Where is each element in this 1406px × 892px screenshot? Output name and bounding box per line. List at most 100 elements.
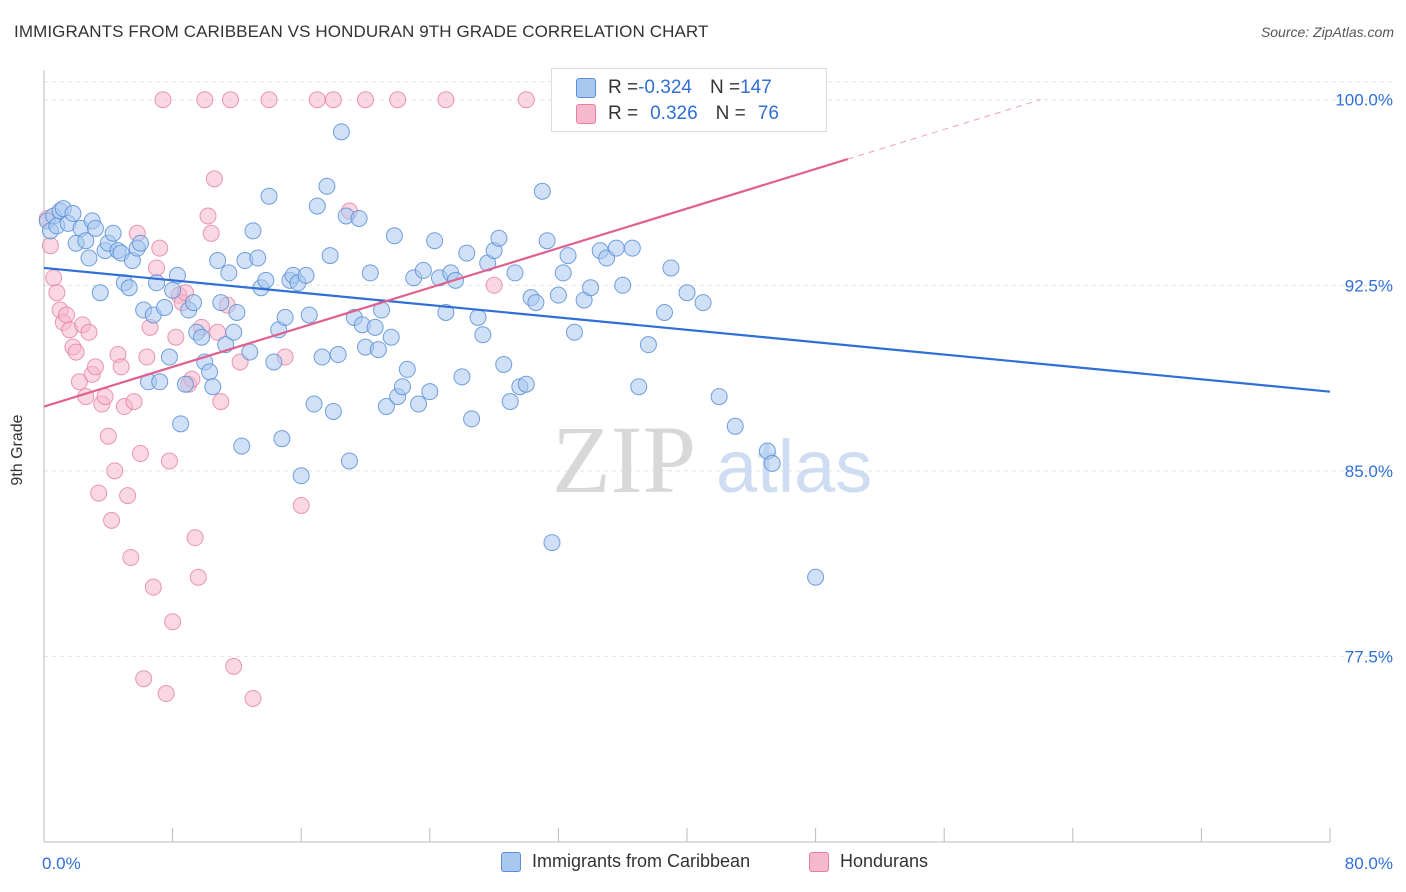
caribbean-point-46 [220, 264, 238, 282]
caribbean-point-85 [377, 398, 395, 416]
caribbean-point-140 [807, 568, 825, 586]
legend-label-hondurans: Hondurans [840, 851, 929, 871]
honduran-point-23 [112, 358, 130, 376]
y-tick-label-3: 100.0% [1335, 91, 1393, 110]
honduran-point-16 [90, 484, 108, 502]
honduran-trend-line [43, 158, 849, 408]
caribbean-point-72 [324, 402, 342, 420]
caribbean-point-121 [565, 323, 583, 341]
caribbean-point-60 [276, 308, 294, 326]
caribbean-point-34 [172, 415, 190, 433]
honduran-point-9 [67, 343, 85, 361]
caribbean-point-39 [193, 328, 211, 346]
legend-r-value: 0.326 [650, 103, 698, 124]
honduran-point-36 [154, 91, 172, 109]
legend-swatch-pink [809, 851, 829, 872]
caribbean-point-137 [726, 417, 744, 435]
caribbean-trend-line [43, 266, 1331, 393]
honduran-point-18 [96, 388, 114, 406]
honduran-point-20 [103, 511, 121, 529]
trend-lines [43, 99, 1331, 408]
caribbean-point-21 [120, 279, 138, 297]
caribbean-point-30 [156, 299, 174, 317]
honduran-point-37 [157, 685, 175, 703]
caribbean-point-116 [538, 232, 556, 250]
series-legend: Immigrants from Caribbean Hondurans [0, 851, 1406, 877]
caribbean-point-53 [249, 249, 267, 267]
honduran-point-38 [160, 452, 178, 470]
caribbean-point-17 [104, 224, 122, 242]
honduran-point-2 [45, 269, 63, 287]
caribbean-point-14 [91, 284, 109, 302]
caribbean-point-56 [260, 187, 278, 205]
legend-n-label: N = [715, 103, 746, 124]
y-axis-label: 9th Grade [9, 414, 26, 486]
honduran-point-52 [205, 170, 223, 188]
legend-swatch-pink [576, 104, 596, 124]
caribbean-point-37 [184, 294, 202, 312]
caribbean-point-110 [506, 264, 524, 282]
chart-title: IMMIGRANTS FROM CARIBBEAN VS HONDURAN 9T… [14, 22, 709, 41]
axes [43, 70, 1331, 843]
legend-r-value: -0.324 [638, 77, 692, 98]
caribbean-point-43 [209, 252, 227, 270]
honduran-point-63 [308, 91, 326, 109]
caribbean-point-114 [527, 294, 545, 312]
honduran-point-25 [119, 487, 137, 505]
legend-n-label: N = [709, 77, 741, 98]
caribbean-point-108 [495, 355, 513, 373]
caribbean-point-102 [463, 410, 481, 428]
caribbean-point-119 [554, 264, 572, 282]
honduran-point-69 [485, 276, 503, 294]
honduran-point-39 [164, 613, 182, 631]
stats-legend: R = -0.324 N = 147 R = 0.326 N = 76 [551, 68, 827, 132]
honduran-point-51 [202, 224, 220, 242]
caribbean-point-93 [414, 261, 432, 279]
caribbean-point-129 [630, 378, 648, 396]
y-tick-label-0: 77.5% [1345, 647, 1393, 666]
caribbean-point-73 [329, 346, 347, 364]
honduran-point-6 [58, 306, 76, 324]
caribbean-point-87 [385, 227, 403, 245]
caribbean-point-65 [297, 266, 315, 284]
caribbean-point-107 [490, 229, 508, 247]
caribbean-point-42 [204, 378, 222, 396]
caribbean-point-127 [614, 276, 632, 294]
caribbean-point-70 [318, 177, 336, 195]
honduran-point-50 [199, 207, 217, 225]
caribbean-point-74 [332, 123, 350, 141]
caribbean-point-103 [469, 308, 487, 326]
honduran-point-15 [86, 358, 104, 376]
caribbean-point-48 [228, 303, 246, 321]
caribbean-point-13 [86, 219, 104, 237]
caribbean-point-47 [225, 323, 243, 341]
legend-row-hondurans: R = 0.326 N = 76 [576, 103, 779, 125]
honduran-trend-extension [847, 99, 1041, 160]
caribbean-point-118 [549, 286, 567, 304]
caribbean-point-115 [533, 182, 551, 200]
legend-item-caribbean: Immigrants from Caribbean [501, 851, 750, 872]
honduran-point-40 [167, 328, 185, 346]
honduran-point-21 [106, 462, 124, 480]
caribbean-point-112 [517, 375, 535, 393]
caribbean-point-31 [160, 348, 178, 366]
honduran-point-27 [125, 393, 143, 411]
caribbean-point-120 [559, 247, 577, 265]
caribbean-series [38, 91, 825, 586]
honduran-point-68 [437, 91, 455, 109]
caribbean-point-10 [77, 232, 95, 250]
caribbean-point-64 [292, 467, 310, 485]
caribbean-point-94 [421, 383, 439, 401]
caribbean-point-55 [257, 271, 275, 289]
caribbean-point-52 [244, 222, 262, 240]
honduran-point-46 [186, 529, 204, 547]
caribbean-point-82 [366, 318, 384, 336]
honduran-point-35 [151, 239, 169, 257]
caribbean-point-83 [369, 341, 387, 359]
honduran-point-1 [41, 237, 59, 255]
caribbean-point-69 [313, 348, 331, 366]
caribbean-point-81 [361, 264, 379, 282]
honduran-point-70 [517, 91, 535, 109]
honduran-point-59 [244, 689, 262, 707]
